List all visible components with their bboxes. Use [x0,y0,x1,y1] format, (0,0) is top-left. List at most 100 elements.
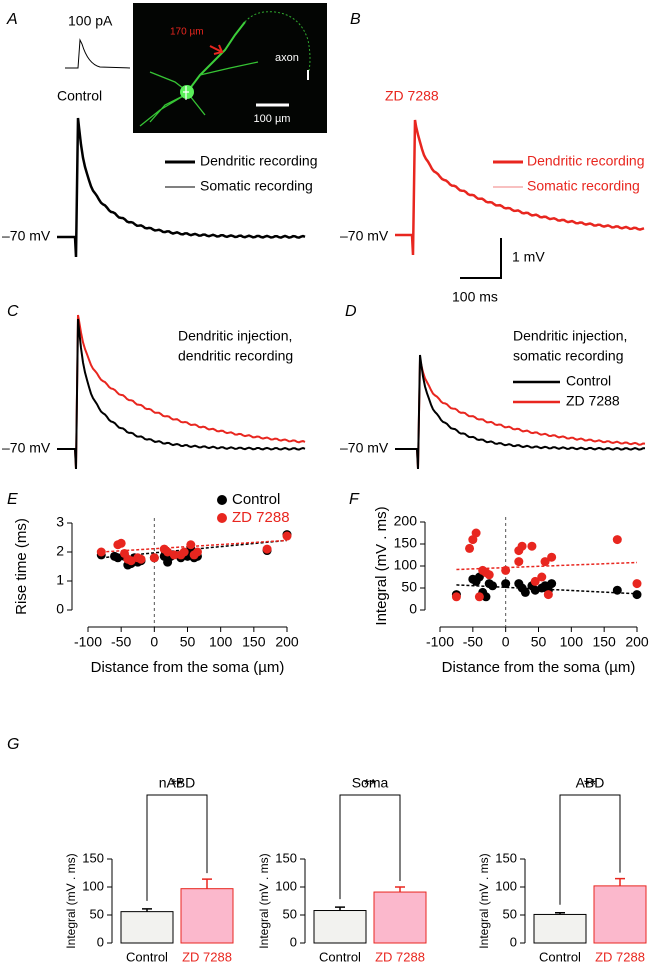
condition-label: ZD 7288 [385,88,439,104]
y-tick-label: 100 [275,878,297,893]
legend-label: Dendritic recording [200,153,318,169]
micrograph: 170 µm axon 100 µm [133,3,327,133]
x-tick-label: 200 [625,634,649,650]
point [282,531,292,541]
scale-label: 1 mV [512,249,545,265]
bar [313,910,367,944]
point [262,544,272,554]
y-axis-label: Integral (mV . ms) [257,853,271,948]
distance-label: 170 µm [170,27,204,38]
y-axis-label: Rise time (ms) [13,518,30,615]
y-axis-label: Integral (mV . ms) [64,853,78,948]
point [96,547,106,557]
x-tick-label: 150 [242,634,266,650]
legend-label: Dendritic recording [527,153,645,169]
error-bar [142,908,152,912]
chart-title: nABD [159,775,196,791]
bar [180,888,234,944]
panel-label: F [349,491,360,508]
x-tick-label: 150 [592,634,616,650]
x-tick-label: -100 [74,634,102,650]
y-tick-label: 2 [56,543,64,559]
x-tick-label: 0 [150,634,158,650]
x-tick-label: Control [539,949,581,964]
panel-label: B [350,11,361,28]
point [540,557,550,567]
axon-label: axon [275,52,299,64]
bar [533,913,587,944]
legend-label: ZD 7288 [566,393,620,409]
point [612,535,622,545]
significance-bracket [146,794,208,901]
point [179,547,189,557]
stimulus-waveform [65,38,131,69]
x-tick-label: Control [319,949,361,964]
panel-title: Dendritic injection, [178,328,292,344]
panel-title: dendritic recording [178,348,293,364]
x-tick-label: 50 [531,634,547,650]
panel-label: G [7,736,19,753]
x-tick-label: 100 [560,634,584,650]
y-tick-label: 0 [56,601,64,617]
voltage-trace [395,354,645,470]
y-tick-label: 100 [394,557,418,573]
scale-label: 100 ms [452,289,498,305]
point [547,552,557,562]
y-tick-label: 150 [495,850,517,865]
x-tick-label: ZD 7288 [595,949,645,964]
error-bar [202,878,212,889]
scale-bar [460,238,502,279]
legend-label: Control [566,373,611,389]
x-tick-label: ZD 7288 [182,949,232,964]
point [186,540,196,550]
significance-label: ** [364,777,376,794]
significance-label: ** [171,777,183,794]
legend-label: ZD 7288 [232,509,290,526]
resting-label: –70 mV [340,440,389,456]
bar [373,891,427,944]
panel-title: somatic recording [513,348,624,364]
x-tick-label: 50 [180,634,196,650]
legend-marker [217,513,227,523]
voltage-trace [57,314,306,470]
point [465,543,475,553]
point [530,576,540,586]
error-bar [395,886,405,893]
error-bar [335,906,345,911]
significance-bracket [559,794,621,905]
point [488,581,498,591]
x-tick-label: Control [126,949,168,964]
voltage-trace [57,318,306,470]
point [481,592,491,602]
y-tick-label: 50 [283,906,297,921]
point [632,579,642,589]
point [116,538,126,548]
y-tick-label: 50 [401,579,417,595]
y-tick-label: 100 [495,878,517,893]
resting-label: –70 mV [2,440,51,456]
y-tick-label: 200 [394,513,418,529]
resting-label: –70 mV [2,228,51,244]
point [451,592,461,602]
x-tick-label: -100 [426,634,454,650]
point [517,541,527,551]
point [547,579,557,589]
voltage-trace [395,359,646,470]
voltage-trace [395,119,645,256]
significance-label: ** [584,777,596,794]
y-tick-label: 0 [510,934,517,949]
y-tick-label: 1 [56,572,64,588]
point [169,550,179,560]
legend-marker [217,495,227,505]
x-axis-label: Distance from the soma (µm) [91,659,285,676]
scale-label: 100 µm [254,113,291,125]
error-bar [615,877,625,886]
point [192,547,202,557]
y-tick-label: 50 [503,906,517,921]
chart-title: ABD [576,775,605,791]
point [474,592,484,602]
y-tick-label: 150 [394,535,418,551]
y-axis-label: Integral (mV . ms) [373,506,390,625]
y-axis-label: Integral (mV . ms) [477,853,491,948]
